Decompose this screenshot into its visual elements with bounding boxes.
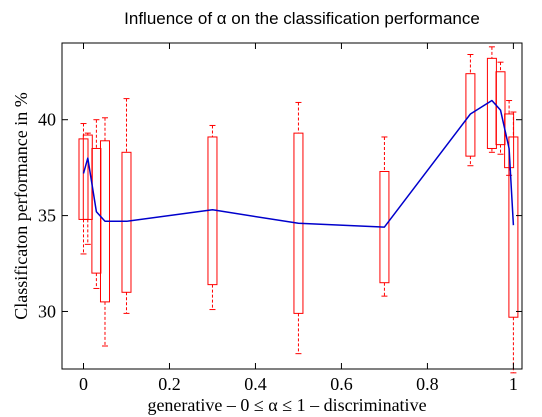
x-tick-label: 1 <box>509 374 518 394</box>
x-tick-label: 0.2 <box>158 374 181 394</box>
box-6 <box>293 101 304 355</box>
chart-title: Influence of α on the classification per… <box>124 9 480 28</box>
box-10 <box>495 61 506 155</box>
box-7 <box>379 136 390 297</box>
y-tick-label: 30 <box>38 301 56 321</box>
box-4 <box>121 98 132 314</box>
box-5 <box>207 124 218 311</box>
box-3 <box>99 117 110 347</box>
x-tick-label: 0.8 <box>416 374 439 394</box>
x-tick-label: 0 <box>79 374 88 394</box>
box-body <box>508 136 519 318</box>
series-line-0 <box>82 99 515 228</box>
y-tick-label: 40 <box>38 110 56 130</box>
x-tick-label: 0.4 <box>244 374 267 394</box>
x-axis-label: generative – 0 ≤ α ≤ 1 – discriminative <box>147 395 426 415</box>
plot-frame <box>61 42 523 370</box>
y-tick-label: 35 <box>38 206 56 226</box>
x-tick-label: 0.6 <box>330 374 353 394</box>
box-12 <box>508 111 519 374</box>
box-2 <box>91 119 102 289</box>
box-body <box>495 71 506 146</box>
box-9 <box>486 46 497 153</box>
box-body <box>465 73 476 157</box>
boxplot-layer <box>78 46 519 374</box>
box-body <box>121 151 132 293</box>
ticks-layer: 0 0.2 0.4 0.6 0.8 1 30 35 40 <box>38 43 522 394</box>
axes-layer <box>61 42 523 370</box>
y-axis-label: Classificaton performance in % <box>11 92 31 319</box>
mean-line-layer <box>82 99 515 228</box>
box-8 <box>465 54 476 167</box>
